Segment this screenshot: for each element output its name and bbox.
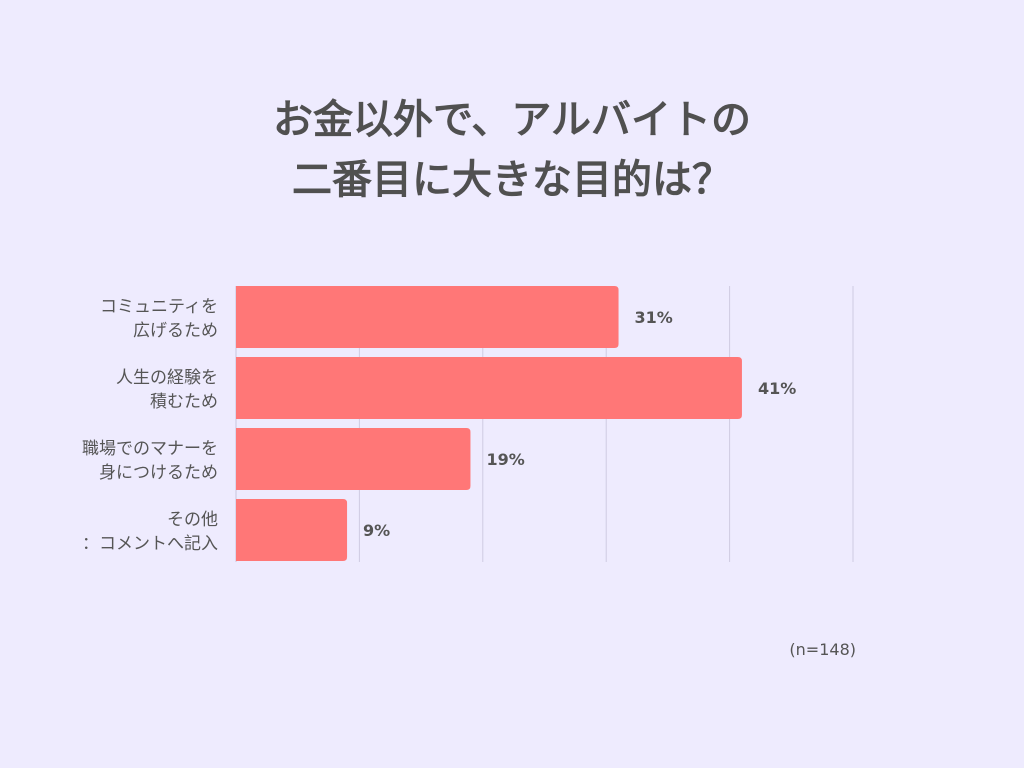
category-label: 積むため <box>150 392 218 412</box>
category-label: 人生の経験を <box>116 368 218 388</box>
bar <box>236 286 619 348</box>
category-label: ：コメントへ記入 <box>82 534 218 554</box>
data-label: 41% <box>758 379 796 398</box>
category-label: その他 <box>167 510 218 530</box>
bar <box>236 357 742 419</box>
title-line-2: 二番目に大きな目的は？ <box>292 157 732 203</box>
sample-size-note: (n=148) <box>789 640 856 659</box>
data-label: 31% <box>635 308 673 327</box>
category-label: 広げるため <box>133 321 218 341</box>
category-label: 身につけるため <box>99 463 218 483</box>
bar <box>236 499 348 561</box>
bar <box>236 428 471 490</box>
title-line-1: お金以外で、アルバイトの <box>273 97 751 143</box>
data-label: 9% <box>363 521 390 540</box>
category-label: コミュニティを <box>100 297 218 317</box>
category-label: 職場でのマナーを <box>82 439 218 459</box>
chart-title: お金以外で、アルバイトの 二番目に大きな目的は？ <box>0 90 1024 210</box>
data-label: 19% <box>486 450 524 469</box>
